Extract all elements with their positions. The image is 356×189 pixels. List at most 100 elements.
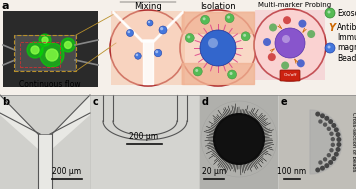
Text: On/off: On/off: [283, 73, 297, 77]
Circle shape: [208, 38, 218, 48]
Circle shape: [324, 163, 329, 168]
Text: Y: Y: [328, 23, 335, 33]
Circle shape: [318, 119, 323, 124]
Circle shape: [282, 35, 290, 43]
Circle shape: [283, 16, 291, 24]
Circle shape: [331, 143, 335, 147]
Circle shape: [213, 113, 265, 165]
Circle shape: [331, 156, 336, 161]
Bar: [111, 11, 185, 85]
Text: 200 μm: 200 μm: [130, 132, 158, 141]
Text: e: e: [281, 97, 288, 107]
Circle shape: [227, 70, 236, 79]
Text: Antibody: Antibody: [337, 23, 356, 33]
Bar: [181, 11, 255, 85]
Bar: [14, 35, 76, 71]
Circle shape: [327, 153, 331, 157]
Circle shape: [126, 29, 134, 36]
Circle shape: [227, 16, 230, 19]
Polygon shape: [182, 12, 254, 33]
Circle shape: [328, 119, 333, 124]
Circle shape: [298, 20, 307, 28]
FancyBboxPatch shape: [280, 70, 300, 81]
Text: c: c: [93, 97, 99, 107]
Bar: [0, 0, 356, 95]
Text: 100 nm: 100 nm: [277, 167, 307, 176]
Circle shape: [203, 17, 206, 20]
Polygon shape: [310, 110, 342, 174]
Circle shape: [40, 43, 64, 67]
Circle shape: [329, 132, 334, 136]
Bar: [200, 95, 278, 189]
Circle shape: [159, 26, 167, 34]
Bar: [279, 95, 356, 189]
Bar: [0, 95, 356, 189]
Circle shape: [334, 127, 339, 132]
Polygon shape: [143, 40, 153, 84]
Circle shape: [263, 38, 271, 46]
Circle shape: [225, 14, 234, 23]
Circle shape: [154, 49, 162, 57]
Circle shape: [325, 8, 335, 18]
Circle shape: [200, 15, 210, 24]
Circle shape: [135, 53, 141, 59]
Circle shape: [46, 49, 58, 61]
Circle shape: [136, 54, 138, 56]
Circle shape: [155, 50, 158, 53]
Circle shape: [254, 9, 326, 81]
Circle shape: [127, 30, 130, 33]
Text: d: d: [202, 97, 209, 107]
Circle shape: [327, 127, 331, 131]
Circle shape: [42, 37, 48, 43]
Circle shape: [193, 67, 202, 76]
Circle shape: [320, 166, 325, 171]
Bar: [255, 10, 325, 80]
Circle shape: [243, 34, 246, 37]
Polygon shape: [0, 95, 38, 149]
Text: 20 μm: 20 μm: [202, 167, 226, 176]
Circle shape: [320, 113, 325, 118]
Bar: [91, 95, 199, 189]
Circle shape: [39, 34, 51, 46]
Polygon shape: [113, 11, 183, 42]
Circle shape: [110, 10, 186, 86]
Circle shape: [315, 167, 320, 172]
Text: Continuous flow: Continuous flow: [19, 80, 81, 89]
Text: 200 μm: 200 μm: [52, 167, 82, 176]
Circle shape: [241, 32, 250, 41]
Circle shape: [331, 123, 336, 128]
Circle shape: [328, 46, 330, 49]
Text: a: a: [2, 1, 10, 11]
Text: Exosome: Exosome: [337, 9, 356, 18]
Circle shape: [318, 160, 323, 165]
Circle shape: [307, 30, 315, 38]
Circle shape: [200, 30, 236, 66]
Circle shape: [148, 21, 150, 23]
Circle shape: [180, 10, 256, 86]
Bar: [38, 134, 53, 189]
Circle shape: [325, 43, 335, 53]
Circle shape: [64, 42, 72, 49]
Bar: [15, 35, 75, 70]
Text: Cross-section of beads: Cross-section of beads: [351, 112, 356, 172]
Bar: [0, 95, 90, 189]
Circle shape: [281, 61, 289, 70]
Circle shape: [269, 23, 277, 31]
Circle shape: [160, 27, 163, 30]
Circle shape: [297, 59, 305, 67]
Circle shape: [335, 132, 341, 137]
Circle shape: [275, 28, 305, 58]
Circle shape: [61, 38, 75, 52]
Text: Isolation: Isolation: [200, 2, 236, 11]
Circle shape: [331, 137, 335, 141]
Circle shape: [315, 112, 320, 117]
Text: b: b: [2, 97, 9, 107]
Circle shape: [185, 33, 194, 43]
Circle shape: [334, 152, 339, 157]
Circle shape: [323, 157, 327, 162]
Text: Multi-marker Probing: Multi-marker Probing: [258, 2, 331, 8]
Text: Immuno
magnetic
Beads: Immuno magnetic Beads: [337, 33, 356, 63]
Circle shape: [329, 148, 334, 153]
Circle shape: [324, 116, 329, 121]
Circle shape: [336, 137, 341, 142]
